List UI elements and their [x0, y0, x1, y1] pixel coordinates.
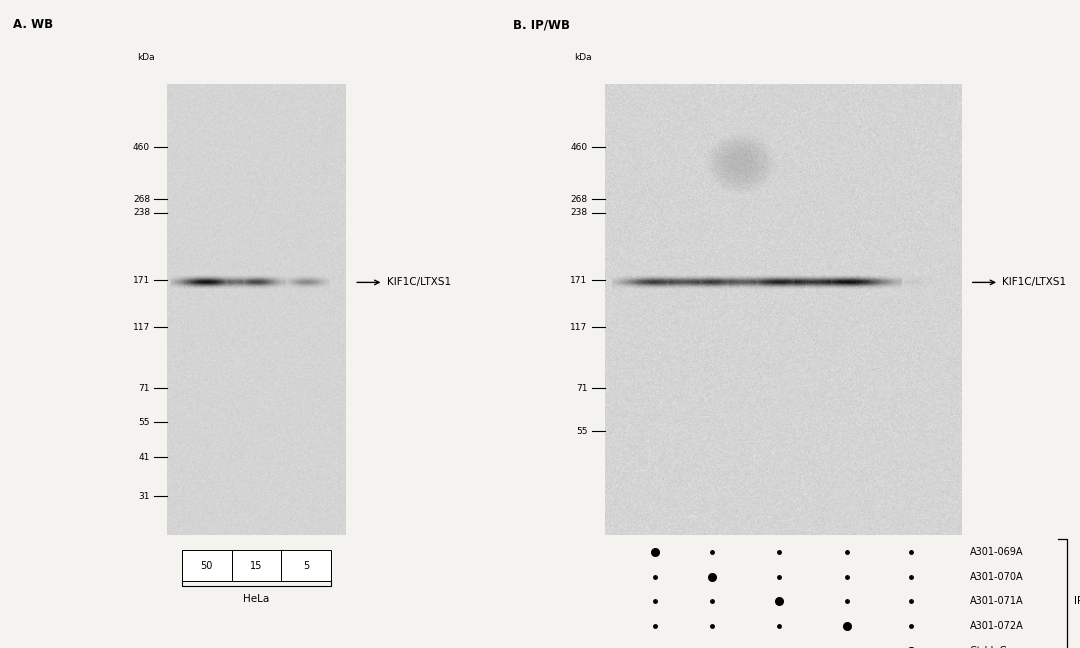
Text: 15: 15: [251, 561, 262, 571]
Text: 71: 71: [138, 384, 150, 393]
Text: A301-071A: A301-071A: [970, 596, 1024, 607]
Text: 55: 55: [138, 417, 150, 426]
Text: kDa: kDa: [575, 52, 592, 62]
Text: A301-070A: A301-070A: [970, 572, 1024, 582]
Text: 55: 55: [576, 426, 588, 435]
Text: 41: 41: [138, 453, 150, 461]
Text: 238: 238: [570, 208, 588, 217]
Text: 268: 268: [570, 194, 588, 203]
Text: 171: 171: [570, 275, 588, 284]
Bar: [181, 550, 231, 581]
Text: 238: 238: [133, 208, 150, 217]
Text: 268: 268: [133, 194, 150, 203]
Text: 31: 31: [138, 492, 150, 501]
Text: 460: 460: [570, 143, 588, 152]
Text: 171: 171: [133, 275, 150, 284]
Text: HeLa: HeLa: [243, 594, 270, 604]
Text: IP: IP: [1074, 596, 1080, 607]
Text: A301-072A: A301-072A: [970, 621, 1024, 631]
Bar: [282, 550, 332, 581]
Text: 460: 460: [133, 143, 150, 152]
Text: KIF1C/LTXS1: KIF1C/LTXS1: [387, 277, 450, 288]
Text: 117: 117: [133, 323, 150, 332]
Text: 117: 117: [570, 323, 588, 332]
Text: B. IP/WB: B. IP/WB: [513, 18, 570, 31]
Text: A301-069A: A301-069A: [970, 547, 1024, 557]
Text: A. WB: A. WB: [13, 18, 53, 31]
Text: KIF1C/LTXS1: KIF1C/LTXS1: [1002, 277, 1066, 288]
Text: 5: 5: [303, 561, 310, 571]
Text: kDa: kDa: [137, 52, 154, 62]
Bar: [231, 550, 282, 581]
Text: 50: 50: [201, 561, 213, 571]
Text: Ctrl IgG: Ctrl IgG: [970, 645, 1007, 648]
Text: 71: 71: [576, 384, 588, 393]
